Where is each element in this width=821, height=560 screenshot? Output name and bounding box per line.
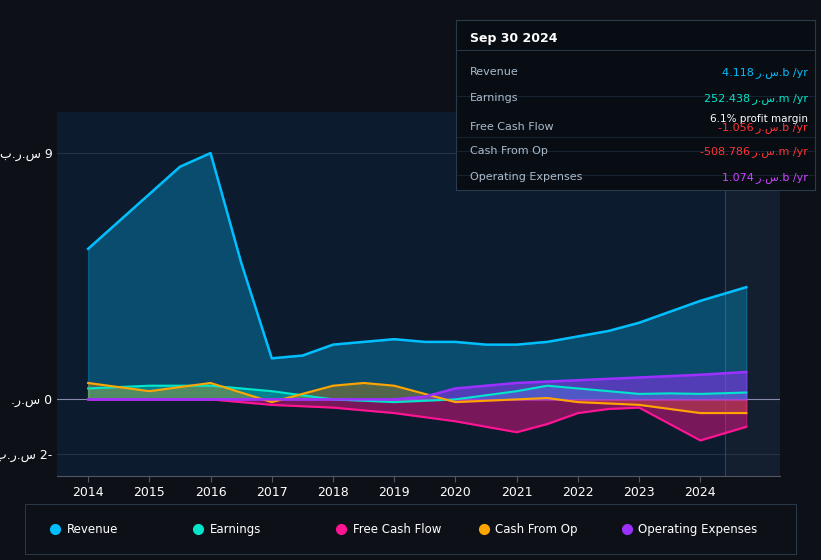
Text: 252.438 ر.س.m /yr: 252.438 ر.س.m /yr <box>704 93 808 104</box>
Text: 6.1% profit margin: 6.1% profit margin <box>710 114 808 124</box>
Text: Cash From Op: Cash From Op <box>495 522 578 536</box>
Text: Revenue: Revenue <box>67 522 118 536</box>
Text: 4.118 ر.س.b /yr: 4.118 ر.س.b /yr <box>722 67 808 78</box>
Text: -508.786 ر.س.m /yr: -508.786 ر.س.m /yr <box>700 146 808 157</box>
Text: -1.056 ر.س.b /yr: -1.056 ر.س.b /yr <box>718 122 808 133</box>
Text: Earnings: Earnings <box>470 93 519 103</box>
Text: Sep 30 2024: Sep 30 2024 <box>470 31 557 45</box>
Text: Cash From Op: Cash From Op <box>470 146 548 156</box>
Bar <box>725 112 780 476</box>
Text: Free Cash Flow: Free Cash Flow <box>353 522 441 536</box>
Text: Operating Expenses: Operating Expenses <box>470 171 582 181</box>
Text: Free Cash Flow: Free Cash Flow <box>470 122 553 132</box>
Text: Earnings: Earnings <box>210 522 261 536</box>
Text: Revenue: Revenue <box>470 67 519 77</box>
Text: 1.074 ر.س.b /yr: 1.074 ر.س.b /yr <box>722 171 808 183</box>
Text: Operating Expenses: Operating Expenses <box>638 522 758 536</box>
